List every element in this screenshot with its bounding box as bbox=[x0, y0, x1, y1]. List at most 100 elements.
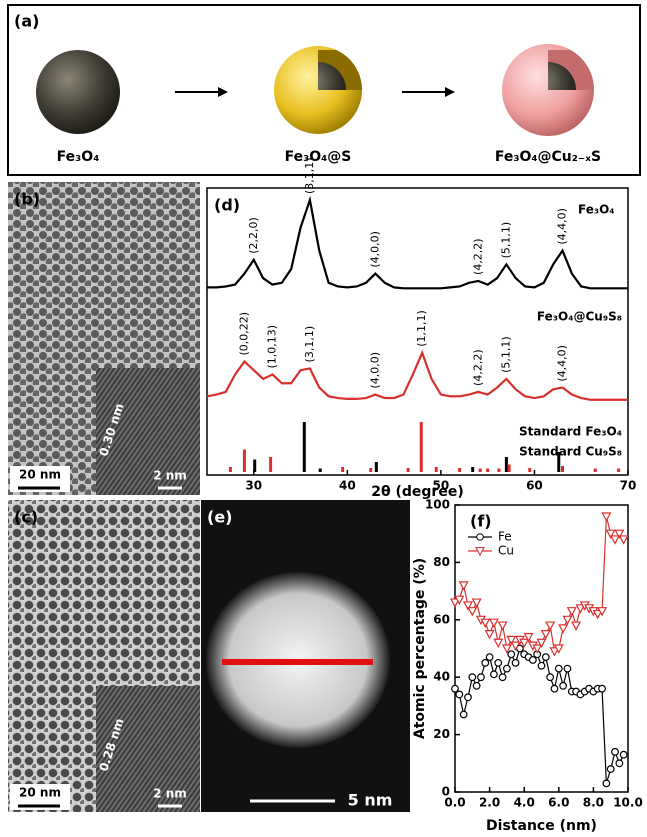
reference-stick bbox=[508, 465, 511, 473]
marker bbox=[564, 665, 571, 672]
reference-stick bbox=[486, 469, 489, 473]
reference-stick bbox=[505, 457, 508, 472]
reference-stick bbox=[497, 469, 500, 473]
marker bbox=[559, 625, 567, 633]
reference-stick bbox=[269, 457, 272, 472]
marker bbox=[620, 536, 628, 544]
marker bbox=[495, 660, 502, 667]
y-tick-label: 80 bbox=[433, 555, 450, 569]
legend-label: Fe bbox=[498, 530, 512, 544]
marker bbox=[616, 760, 623, 767]
marker bbox=[473, 683, 480, 690]
series-name: Fe₃O₄@Cu₉S₈ bbox=[537, 310, 622, 324]
marker bbox=[611, 536, 619, 544]
marker bbox=[546, 622, 554, 630]
y-tick-label: 20 bbox=[433, 727, 450, 741]
marker bbox=[542, 631, 550, 639]
peak-label: (4,0,0) bbox=[368, 352, 381, 389]
reference-name: Standard Fe₃O₄ bbox=[519, 425, 622, 439]
scale-label: 20 nm bbox=[19, 786, 61, 800]
reference-stick bbox=[253, 460, 256, 473]
marker bbox=[602, 513, 610, 521]
x-tick-label: 8.0 bbox=[583, 796, 604, 810]
scale-label: 2 nm bbox=[153, 469, 187, 483]
marker bbox=[563, 616, 571, 624]
marker bbox=[538, 662, 545, 669]
marker bbox=[568, 608, 576, 616]
marker bbox=[603, 780, 610, 787]
panel-label: (d) bbox=[214, 196, 240, 215]
marker bbox=[499, 622, 507, 630]
scale-label: 2 nm bbox=[153, 787, 187, 801]
reference-stick bbox=[420, 422, 423, 472]
marker bbox=[547, 674, 554, 681]
legend-label: Cu bbox=[498, 544, 514, 558]
marker bbox=[468, 608, 476, 616]
reference-stick bbox=[319, 469, 322, 473]
item-label: Fe₃O₄@S bbox=[285, 149, 352, 165]
series-name: Fe₃O₄ bbox=[578, 203, 615, 217]
marker bbox=[452, 685, 459, 692]
page: (a) Fe₃O₄ Fe₃O₄@S Fe₃O₄@Cu₂₋ₓS (b) 0.30 … bbox=[0, 0, 647, 837]
reference-stick bbox=[341, 467, 344, 472]
figure: (a) Fe₃O₄ Fe₃O₄@S Fe₃O₄@Cu₂₋ₓS (b) 0.30 … bbox=[0, 0, 647, 837]
reference-stick bbox=[435, 467, 438, 472]
x-tick-label: 10.0 bbox=[613, 796, 643, 810]
peak-label: (1,1,1) bbox=[415, 310, 428, 347]
peak-label: (4,2,2) bbox=[471, 349, 484, 386]
peak-label: (2,2,0) bbox=[247, 217, 260, 254]
panel-label: (e) bbox=[207, 508, 232, 527]
marker bbox=[620, 751, 627, 758]
peak-label: (5,1,1) bbox=[499, 222, 512, 259]
legend-marker bbox=[477, 534, 484, 541]
reference-stick bbox=[229, 467, 232, 472]
marker bbox=[551, 685, 558, 692]
panel-label: (f) bbox=[470, 512, 492, 531]
x-tick-label: 4.0 bbox=[514, 796, 535, 810]
y-tick-label: 0 bbox=[442, 785, 450, 799]
panel-label: (c) bbox=[14, 508, 38, 527]
marker bbox=[481, 619, 489, 627]
scale-label: 20 nm bbox=[19, 468, 61, 482]
marker bbox=[494, 639, 502, 647]
reference-name: Standard Cu₉S₈ bbox=[519, 445, 622, 459]
marker bbox=[508, 651, 515, 658]
x-axis-label: Distance (nm) bbox=[486, 818, 597, 834]
reference-stick bbox=[617, 469, 620, 473]
marker bbox=[512, 660, 519, 667]
peak-label: (0,0,22) bbox=[237, 312, 250, 356]
marker bbox=[486, 654, 493, 661]
reference-stick bbox=[243, 450, 246, 473]
marker bbox=[572, 622, 580, 630]
marker bbox=[460, 711, 467, 718]
peak-label: (4,0,0) bbox=[368, 231, 381, 268]
marker bbox=[533, 645, 541, 653]
reference-stick bbox=[528, 468, 531, 472]
x-tick-label: 2.0 bbox=[479, 796, 500, 810]
marker bbox=[478, 674, 485, 681]
marker bbox=[486, 631, 494, 639]
x-tick-label: 6.0 bbox=[548, 796, 569, 810]
reference-stick bbox=[561, 466, 564, 472]
marker bbox=[490, 619, 498, 627]
reference-stick bbox=[303, 422, 306, 472]
reference-stick bbox=[375, 462, 378, 472]
y-tick-label: 40 bbox=[433, 670, 450, 684]
y-axis-label: Atomic percentage (%) bbox=[412, 558, 428, 739]
peak-label: (5,1,1) bbox=[499, 336, 512, 373]
reference-stick bbox=[594, 469, 597, 473]
panel-label: (a) bbox=[14, 12, 39, 31]
x-tick-label: 70 bbox=[620, 479, 637, 493]
panel-label: (b) bbox=[14, 190, 40, 209]
marker bbox=[465, 694, 472, 701]
marker bbox=[530, 657, 537, 664]
y-tick-label: 60 bbox=[433, 612, 450, 626]
marker bbox=[543, 654, 550, 661]
marker bbox=[560, 683, 567, 690]
peak-label: (3,1,1) bbox=[303, 157, 316, 194]
y-tick-label: 100 bbox=[425, 498, 450, 512]
item-label: Fe₃O₄ bbox=[57, 149, 100, 165]
marker bbox=[504, 665, 511, 672]
marker bbox=[612, 749, 619, 756]
reference-stick bbox=[479, 469, 482, 473]
